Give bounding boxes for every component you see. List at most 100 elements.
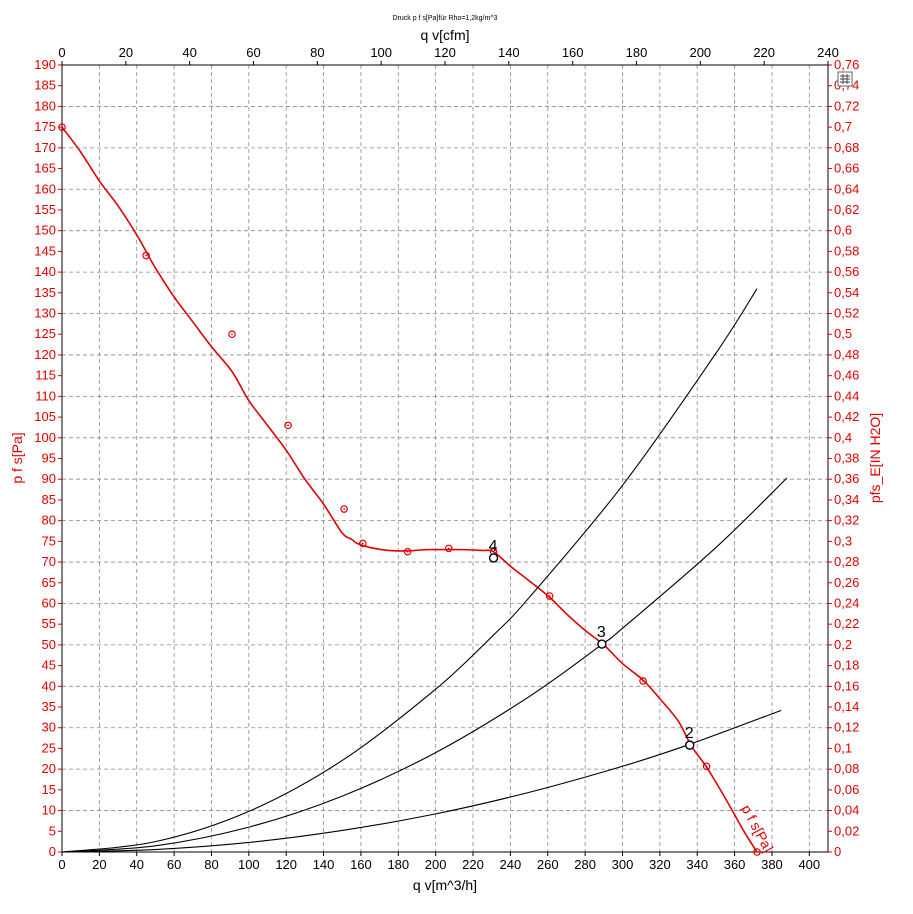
y-tick-label: 15 xyxy=(42,782,56,797)
x-tick-label: 220 xyxy=(462,857,484,872)
y-tick-label: 145 xyxy=(34,243,56,258)
operating-point-marker xyxy=(597,639,607,649)
x-tick-label: 200 xyxy=(425,857,447,872)
y2-tick-label: 0,44 xyxy=(834,388,859,403)
y2-tick-label: 0,06 xyxy=(834,782,859,797)
y2-tick-label: 0,16 xyxy=(834,678,859,693)
y-tick-label: 50 xyxy=(42,637,56,652)
x-tick-label: 100 xyxy=(238,857,260,872)
y2-tick-label: 0,56 xyxy=(834,264,859,279)
y-tick-label: 185 xyxy=(34,78,56,93)
x-tick-label: 180 xyxy=(387,857,409,872)
y-tick-label: 165 xyxy=(34,161,56,176)
x2-axis-title: q v[cfm] xyxy=(420,27,469,43)
x-tick-label: 140 xyxy=(313,857,335,872)
y-tick-label: 45 xyxy=(42,658,56,673)
y-tick-label: 175 xyxy=(34,119,56,134)
y2-tick-label: 0,62 xyxy=(834,202,859,217)
y-tick-label: 170 xyxy=(34,140,56,155)
y-tick-label: 20 xyxy=(42,761,56,776)
data-point-dot xyxy=(361,542,364,545)
y-tick-label: 30 xyxy=(42,720,56,735)
data-point-dot xyxy=(548,595,551,597)
x-axis-bottom-ticks: 0 20 40 60 80 100 120 140 160 180 200 220 240 260 280 3… xyxy=(58,852,820,872)
y2-tick-label: 0,12 xyxy=(834,720,859,735)
y-tick-label: 65 xyxy=(42,575,56,590)
y-tick-label: 35 xyxy=(42,699,56,714)
y2-axis-title: pfs_E[IN H2O] xyxy=(867,413,883,503)
x-tick-label: 160 xyxy=(350,857,372,872)
y-tick-label: 40 xyxy=(42,678,56,693)
operating-point-marker xyxy=(488,553,499,563)
y-tick-label: 150 xyxy=(34,223,56,238)
y-tick-label: 120 xyxy=(34,347,56,362)
x2-tick-label: 80 xyxy=(310,45,324,60)
y2-tick-label: 0,38 xyxy=(834,451,859,466)
x-tick-label: 60 xyxy=(167,857,181,872)
y2-tick-label: 0,42 xyxy=(834,409,859,424)
y-tick-label: 190 xyxy=(34,57,56,72)
x2-tick-label: 100 xyxy=(370,45,392,60)
data-point-dot xyxy=(61,126,63,129)
x-tick-label: 280 xyxy=(574,857,596,872)
y-tick-label: 180 xyxy=(34,98,56,113)
y2-tick-label: 0,6 xyxy=(834,223,852,238)
system-resistance-curve xyxy=(61,709,782,853)
y2-tick-label: 0,76 xyxy=(834,57,859,72)
y2-tick-label: 0,2 xyxy=(834,637,852,652)
x-tick-label: 340 xyxy=(686,857,708,872)
y2-tick-label: 0,64 xyxy=(834,181,859,196)
x2-tick-label: 160 xyxy=(562,45,584,60)
x2-tick-label: 240 xyxy=(817,45,839,60)
x-tick-label: 400 xyxy=(798,857,820,872)
x2-tick-label: 40 xyxy=(182,45,196,60)
y2-tick-label: 0,04 xyxy=(834,803,859,818)
data-point-marker xyxy=(639,677,647,685)
x-tick-label: 320 xyxy=(649,857,671,872)
data-point-dot xyxy=(705,765,708,768)
x2-tick-label: 220 xyxy=(753,45,775,60)
x-tick-label: 240 xyxy=(500,857,522,872)
system-resistance-curve xyxy=(61,477,788,853)
data-point-marker xyxy=(284,421,292,430)
x-tick-label: 120 xyxy=(275,857,297,872)
series-label: p f s[Pa] xyxy=(738,802,776,855)
y-tick-label: 135 xyxy=(34,285,56,300)
y-tick-label: 75 xyxy=(42,533,56,548)
x-tick-label: 20 xyxy=(92,857,106,872)
operating-point-label: 4 xyxy=(489,538,498,555)
y2-tick-label: 0,54 xyxy=(834,285,859,300)
data-point-marker xyxy=(340,505,348,513)
y-tick-label: 25 xyxy=(42,740,56,755)
y2-tick-label: 0,36 xyxy=(834,471,859,486)
data-point-marker xyxy=(142,251,150,260)
x-tick-label: 380 xyxy=(761,857,783,872)
x2-tick-label: 20 xyxy=(119,45,133,60)
y2-tick-label: 0,14 xyxy=(834,699,859,714)
y2-tick-label: 0,18 xyxy=(834,658,859,673)
data-point-dot xyxy=(145,254,147,257)
y-axis-title: p f s[Pa] xyxy=(9,432,25,483)
plot-area-border xyxy=(61,64,829,853)
y2-tick-label: 0,02 xyxy=(834,823,859,838)
y-tick-label: 5 xyxy=(49,823,56,838)
y2-tick-label: 0,52 xyxy=(834,306,859,321)
y2-tick-label: 0,26 xyxy=(834,575,859,590)
data-point-dot xyxy=(287,424,289,427)
y2-tick-label: 0,3 xyxy=(834,533,852,548)
data-point-marker xyxy=(228,330,236,339)
table-icon[interactable] xyxy=(837,71,853,87)
y-tick-label: 130 xyxy=(34,306,56,321)
x-tick-label: 80 xyxy=(204,857,218,872)
x2-tick-label: 200 xyxy=(689,45,711,60)
y-tick-label: 10 xyxy=(42,803,56,818)
y-tick-label: 155 xyxy=(34,202,56,217)
y-tick-label: 70 xyxy=(42,554,56,569)
x-tick-label: 260 xyxy=(537,857,559,872)
x2-tick-label: 0 xyxy=(58,45,65,60)
data-point-marker xyxy=(545,592,554,600)
data-point-marker xyxy=(444,544,453,553)
operating-points-layer: 2 3 4 xyxy=(488,538,695,750)
x2-tick-label: 140 xyxy=(498,45,520,60)
